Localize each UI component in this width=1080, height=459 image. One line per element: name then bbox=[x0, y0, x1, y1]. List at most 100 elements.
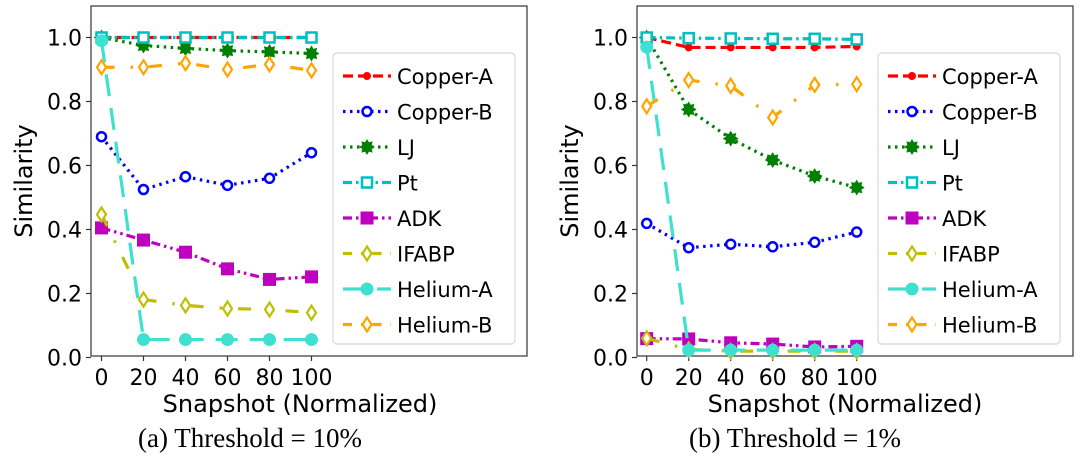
data-point-lj bbox=[303, 45, 320, 62]
data-point-ifabp bbox=[137, 290, 150, 309]
legend-marker-copper-b bbox=[361, 105, 373, 118]
data-point-copper-a bbox=[684, 43, 693, 52]
data-point-pt bbox=[724, 32, 737, 45]
y-tick-label: 0.8 bbox=[47, 91, 82, 116]
data-point-pt bbox=[179, 31, 192, 44]
y-tick-label: 0.4 bbox=[47, 219, 82, 244]
data-point-helium-a bbox=[221, 333, 234, 347]
data-point-helium-a bbox=[95, 34, 108, 48]
legend-box bbox=[877, 52, 1061, 345]
y-tick-label: 0.2 bbox=[47, 283, 82, 308]
x-tick-label: 60 bbox=[214, 366, 242, 391]
legend-marker-ifabp bbox=[361, 244, 373, 263]
data-point-pt bbox=[682, 31, 695, 45]
legend-marker-copper-b bbox=[906, 105, 918, 118]
data-point-helium-b bbox=[640, 97, 653, 116]
y-axis-label: Similarity bbox=[10, 124, 38, 237]
data-point-helium-b bbox=[682, 71, 695, 90]
data-point-helium-a bbox=[263, 333, 276, 347]
data-point-copper-b bbox=[682, 241, 695, 254]
data-point-copper-b bbox=[179, 170, 192, 183]
data-point-copper-b bbox=[137, 183, 150, 196]
legend-marker-lj bbox=[359, 139, 375, 155]
series-copper-b bbox=[95, 130, 318, 196]
legend-item-helium-b: Helium-B bbox=[343, 314, 492, 338]
series-line-ifabp bbox=[646, 336, 857, 353]
legend-marker-lj bbox=[904, 139, 920, 155]
y-tick-label: 0.4 bbox=[593, 219, 628, 244]
x-tick-label: 60 bbox=[759, 366, 787, 391]
data-point-adk bbox=[137, 233, 150, 247]
data-point-pt bbox=[305, 31, 318, 44]
data-point-pt bbox=[263, 31, 276, 44]
y-tick-label: 0.0 bbox=[593, 347, 628, 372]
data-point-lj bbox=[219, 42, 236, 59]
y-tick-label: 1.0 bbox=[593, 27, 628, 52]
data-point-helium-a bbox=[137, 333, 150, 347]
data-point-helium-b bbox=[808, 75, 821, 94]
x-tick-label: 0 bbox=[95, 366, 109, 391]
data-point-adk bbox=[221, 262, 234, 276]
series-helium-b bbox=[95, 54, 318, 80]
legend-item-ifabp: IFABP bbox=[888, 243, 1000, 267]
legend-marker-helium-b bbox=[361, 315, 373, 334]
data-point-lj bbox=[722, 130, 739, 147]
legend-label: ADK bbox=[942, 207, 988, 231]
data-point-ifabp bbox=[221, 299, 234, 318]
y-axis-label: Similarity bbox=[556, 124, 584, 237]
data-point-copper-a bbox=[726, 43, 735, 52]
legend-item-helium-a: Helium-A bbox=[343, 278, 493, 302]
legend-label: Helium-B bbox=[397, 314, 492, 338]
series-line-helium-b bbox=[101, 61, 312, 73]
data-point-copper-b bbox=[766, 241, 779, 253]
data-point-helium-a bbox=[766, 343, 780, 357]
y-tick-label: 0.0 bbox=[47, 347, 82, 372]
figure-caption: (a) Threshold = 10% bbox=[138, 423, 362, 453]
legend-label: ADK bbox=[397, 207, 443, 231]
x-tick-label: 40 bbox=[717, 366, 745, 391]
data-point-helium-b bbox=[221, 60, 234, 79]
data-point-helium-b bbox=[263, 55, 276, 74]
legend-marker-adk bbox=[905, 211, 919, 225]
y-tick-label: 0.8 bbox=[593, 91, 628, 116]
data-point-helium-b bbox=[137, 58, 150, 77]
series-line-copper-a bbox=[646, 35, 857, 50]
legend: Copper-A Copper-B LJ Pt ADK IFABP Helium-A Heli… bbox=[877, 52, 1061, 345]
legend-box bbox=[332, 52, 516, 345]
data-point-helium-b bbox=[179, 54, 192, 73]
legend-marker-helium-a bbox=[360, 282, 374, 296]
data-point-ifabp bbox=[640, 329, 653, 348]
data-point-ifabp bbox=[95, 205, 108, 224]
data-point-helium-a bbox=[808, 343, 822, 357]
data-point-helium-b bbox=[95, 58, 108, 77]
data-point-helium-a bbox=[850, 343, 864, 357]
legend-label: Helium-B bbox=[942, 314, 1037, 338]
data-point-ifabp bbox=[179, 296, 192, 315]
data-point-ifabp bbox=[305, 303, 318, 322]
x-tick-label: 80 bbox=[801, 366, 829, 391]
legend-item-helium-b: Helium-B bbox=[888, 314, 1037, 338]
legend-item-pt: Pt bbox=[343, 172, 418, 196]
data-point-helium-b bbox=[850, 75, 863, 94]
legend-label: Helium-A bbox=[942, 278, 1038, 302]
legend-label: Copper-A bbox=[942, 65, 1038, 89]
y-tick-label: 0.2 bbox=[593, 283, 628, 308]
x-axis-label: Snapshot (Normalized) bbox=[163, 390, 438, 418]
data-point-copper-b bbox=[95, 130, 108, 143]
data-point-helium-a bbox=[179, 333, 192, 347]
legend-item-lj: LJ bbox=[343, 136, 415, 160]
y-tick-label: 1.0 bbox=[47, 27, 82, 52]
data-point-pt bbox=[137, 31, 150, 44]
y-tick-label: 0.6 bbox=[593, 155, 628, 180]
x-tick-label: 100 bbox=[836, 366, 878, 391]
x-tick-label: 20 bbox=[675, 366, 703, 391]
data-point-ifabp bbox=[263, 300, 276, 319]
series-line-adk bbox=[646, 337, 857, 349]
data-point-copper-b bbox=[305, 146, 318, 159]
data-point-helium-a bbox=[682, 343, 696, 357]
x-tick-label: 0 bbox=[640, 366, 654, 391]
data-point-adk bbox=[179, 245, 192, 259]
legend-marker-copper-a bbox=[908, 72, 916, 80]
series-ifabp bbox=[95, 205, 318, 322]
